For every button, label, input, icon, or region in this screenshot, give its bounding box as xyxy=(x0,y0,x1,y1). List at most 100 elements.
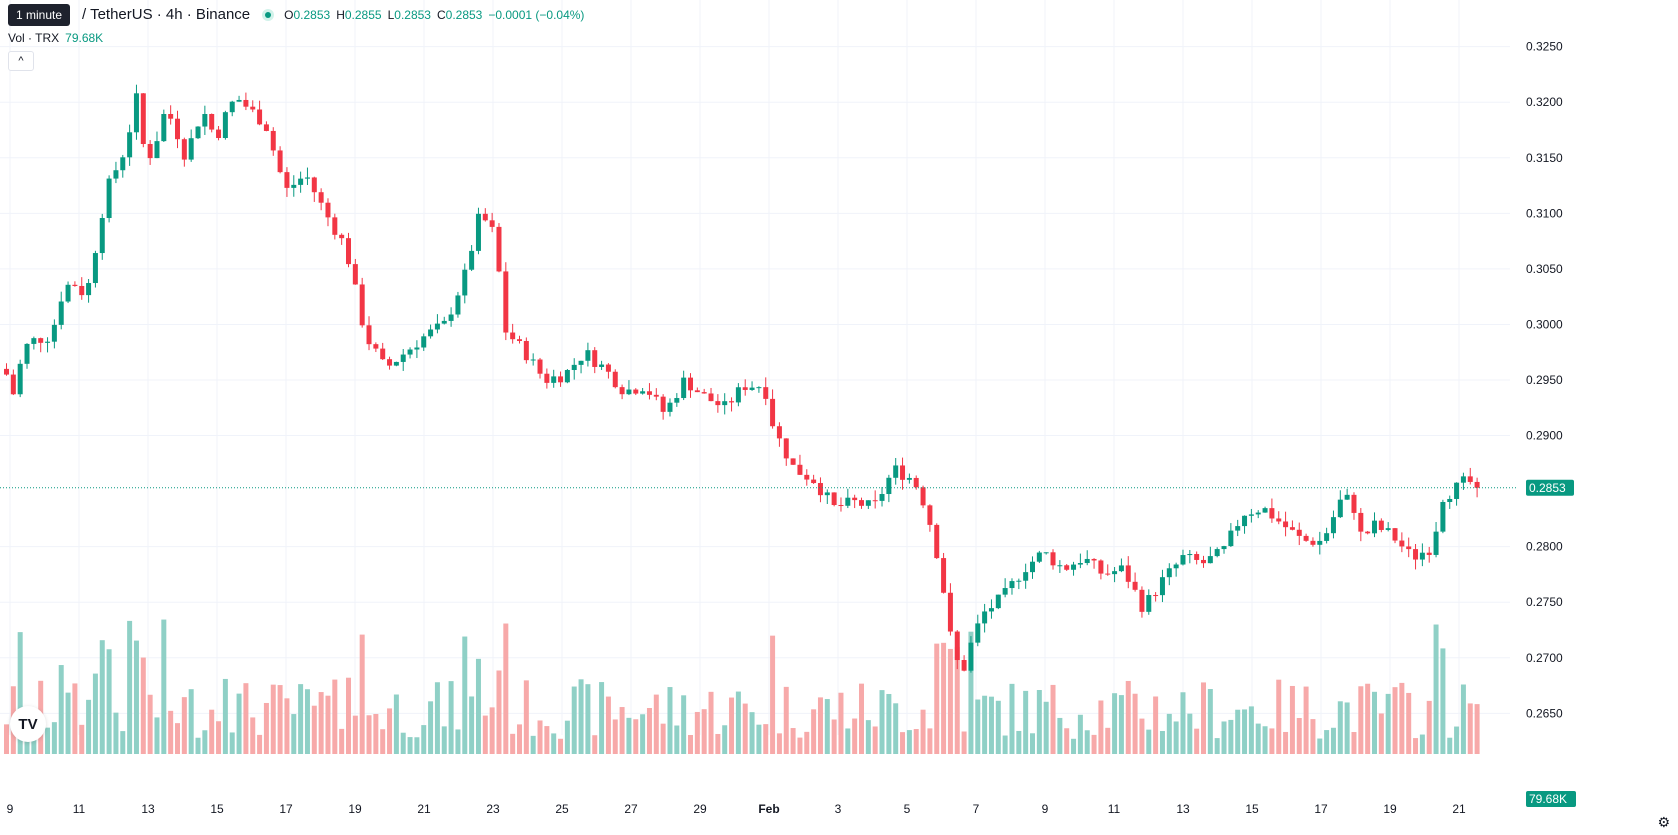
candle-body xyxy=(120,157,126,171)
volume-bar xyxy=(222,678,228,754)
candle-body xyxy=(1358,512,1364,532)
symbol-title[interactable]: / TetherUS · 4h · Binance xyxy=(82,6,251,23)
candle-body xyxy=(106,178,112,219)
volume-bar xyxy=(592,735,598,754)
price-axis[interactable]: 0.3250 0.3200 0.3150 0.3100 0.3050 0.3000 0.29… xyxy=(1526,40,1563,721)
candle-body xyxy=(715,401,721,406)
volume-bar xyxy=(578,679,584,754)
volume-bar xyxy=(1016,730,1022,754)
volume-bar xyxy=(1084,730,1090,754)
market-status-icon[interactable] xyxy=(262,8,275,21)
candle-body xyxy=(585,350,591,361)
candle-body xyxy=(79,285,85,296)
volume-bar xyxy=(968,631,974,754)
candle-body xyxy=(359,284,365,326)
candle-body xyxy=(304,177,310,179)
candle-body xyxy=(1447,498,1453,502)
candle-body xyxy=(1091,558,1097,561)
candle-body xyxy=(318,192,324,203)
candle-body xyxy=(510,332,516,340)
volume-bar xyxy=(168,710,174,754)
volume-bar xyxy=(1139,718,1145,754)
volume-bar xyxy=(58,665,64,754)
candle-body xyxy=(1351,494,1357,513)
volume-bar xyxy=(523,680,529,754)
volume-bars xyxy=(4,619,1480,754)
candle-body xyxy=(1344,494,1350,500)
volume-bar xyxy=(133,640,139,754)
time-tick-label: 21 xyxy=(1452,802,1466,816)
gear-icon[interactable]: ⚙ xyxy=(1657,814,1670,830)
candle-body xyxy=(1036,552,1042,562)
volume-bar xyxy=(421,725,427,754)
volume-bar xyxy=(537,720,543,754)
candle-body xyxy=(147,144,153,159)
volume-bar xyxy=(393,694,399,754)
volume-bar xyxy=(1467,703,1473,754)
volume-bar xyxy=(646,708,652,754)
candle-body xyxy=(4,368,9,375)
volume-bar xyxy=(1023,690,1029,754)
volume-bar xyxy=(17,632,23,754)
price-tick-label: 0.3000 xyxy=(1526,317,1563,331)
candle-body xyxy=(961,660,967,671)
candle-body xyxy=(824,492,830,496)
candle-body xyxy=(927,505,933,525)
tradingview-logo-icon[interactable]: TV xyxy=(10,706,46,742)
candle-body xyxy=(749,387,755,390)
volume-bar xyxy=(489,707,495,754)
candle-body xyxy=(701,392,707,394)
volume-bar xyxy=(715,733,721,754)
time-tick-label: 9 xyxy=(1042,802,1049,816)
candle-body xyxy=(619,387,625,395)
candle-body xyxy=(284,172,290,188)
candle-body xyxy=(797,464,803,475)
candle-body xyxy=(1242,515,1248,527)
volume-bar xyxy=(742,703,748,754)
volume-bar xyxy=(475,658,481,754)
candle-body xyxy=(1057,565,1063,567)
candle-body xyxy=(1043,552,1049,554)
ohlc-high: H0.2855 xyxy=(336,7,382,22)
candle-body xyxy=(900,465,906,480)
volume-bar xyxy=(414,737,420,754)
volume-bar xyxy=(756,724,762,754)
volume-bar xyxy=(469,696,475,754)
candle-body xyxy=(181,139,187,160)
candle-body xyxy=(783,438,789,459)
volume-label: Vol · TRX xyxy=(8,31,60,45)
volume-bar xyxy=(1406,692,1412,754)
candle-body xyxy=(38,338,44,343)
volume-bar xyxy=(1002,735,1008,754)
time-tick-label: 29 xyxy=(693,802,707,816)
candle-body xyxy=(127,132,133,158)
volume-bar xyxy=(633,719,639,754)
candle-body xyxy=(414,347,420,350)
candle-body xyxy=(133,93,139,133)
volume-bar xyxy=(92,673,98,754)
candle-body xyxy=(1105,573,1111,575)
candle-body xyxy=(1002,588,1008,595)
collapse-legend-button[interactable]: ^ xyxy=(8,51,34,71)
volume-bar xyxy=(175,723,180,754)
time-axis[interactable]: 9 11 13 15 17 19 21 23 25 27 29 Feb 3 5 7 9 11 13 15 17 19 21 xyxy=(7,802,1466,816)
volume-bar xyxy=(216,721,222,754)
volume-bar xyxy=(1248,706,1254,754)
volume-bar xyxy=(708,691,714,754)
candle-body xyxy=(920,487,926,506)
volume-bar xyxy=(612,719,618,754)
volume-bar xyxy=(640,714,646,754)
candle-body xyxy=(605,364,611,372)
volume-bar xyxy=(366,715,372,754)
volume-bar xyxy=(906,730,912,754)
candle-body xyxy=(1440,501,1446,532)
volume-bar xyxy=(1419,734,1425,754)
time-tick-label: 3 xyxy=(835,802,842,816)
candle-body xyxy=(243,99,249,107)
candle-body xyxy=(1016,580,1022,582)
volume-bar xyxy=(1043,701,1049,754)
candle-body xyxy=(475,213,481,251)
candle-body xyxy=(161,113,167,142)
volume-bar xyxy=(1303,686,1309,754)
